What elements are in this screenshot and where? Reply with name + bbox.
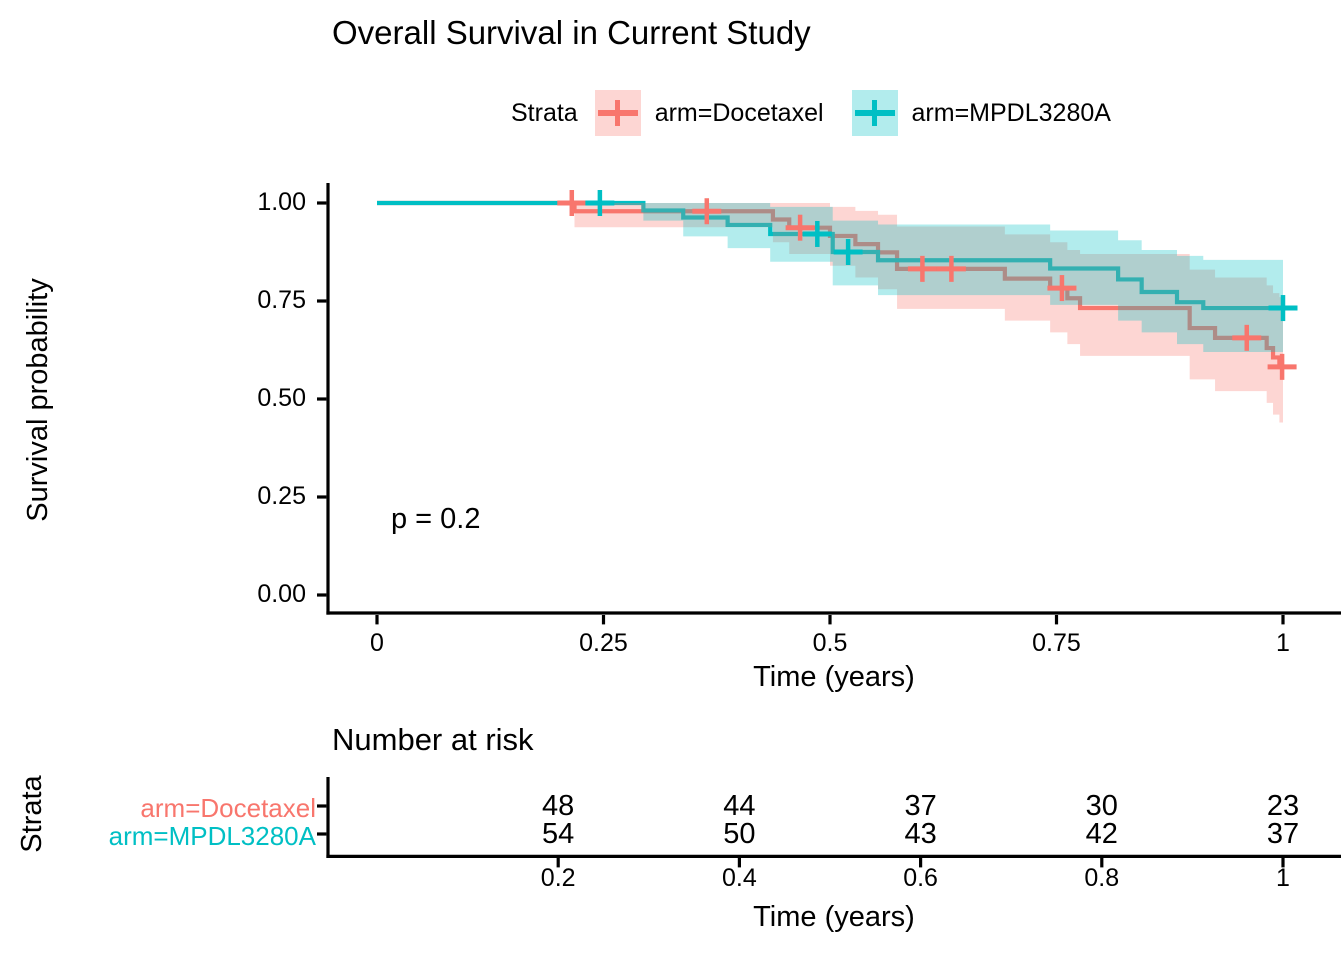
confidence-ribbon-mpdl3280a xyxy=(643,203,1283,352)
risk-x-tick-label: 0.8 xyxy=(1084,864,1120,892)
risk-count: 54 xyxy=(542,818,575,850)
risk-row-label-mpdl3280a: arm=MPDL3280A xyxy=(108,821,316,851)
docetaxel-censor-key-icon xyxy=(594,90,641,136)
risk-x-tick-label: 0.6 xyxy=(903,864,938,892)
legend-entry-mpdl3280a: arm=MPDL3280A xyxy=(851,90,1111,136)
risk-row-label-docetaxel: arm=Docetaxel xyxy=(140,793,316,823)
risk-table-title: Number at risk xyxy=(332,722,534,757)
y-tick-label: 0.25 xyxy=(257,482,306,510)
p-value-annotation: p = 0.2 xyxy=(391,503,481,535)
risk-count: 30 xyxy=(1085,790,1118,822)
risk-x-tick-label: 1 xyxy=(1276,864,1290,892)
mpdl3280a-censor-key-icon xyxy=(851,90,898,136)
x-tick-label: 0 xyxy=(370,629,384,657)
risk-count: 37 xyxy=(1266,818,1300,850)
risk-count: 23 xyxy=(1266,790,1300,822)
y-tick-label: 1.00 xyxy=(257,188,306,216)
legend-label-docetaxel: arm=Docetaxel xyxy=(654,98,824,127)
y-tick-label: 0.50 xyxy=(257,384,306,412)
chart-title: Overall Survival in Current Study xyxy=(332,14,811,51)
km-curve-docetaxel xyxy=(377,200,1283,369)
legend-entry-docetaxel: arm=Docetaxel xyxy=(594,90,824,136)
confidence-ribbon-docetaxel xyxy=(574,203,1283,423)
risk-x-tick-label: 0.4 xyxy=(722,864,757,892)
x-axis-title: Time (years) xyxy=(753,661,915,693)
x-tick-label: 0.25 xyxy=(579,629,628,657)
x-tick-label: 1 xyxy=(1276,629,1290,657)
risk-count: 37 xyxy=(904,790,937,822)
risk-count: 42 xyxy=(1085,818,1118,850)
risk-x-tick-label: 0.2 xyxy=(540,864,576,892)
risk-count: 48 xyxy=(542,790,575,822)
legend-title: Strata xyxy=(511,98,578,127)
x-tick-label: 0.5 xyxy=(812,629,848,657)
legend: Strata arm=Docetaxel arm=MPDL3280A xyxy=(511,88,1139,138)
risk-count: 43 xyxy=(904,818,937,850)
risk-count: 50 xyxy=(723,818,756,850)
risk-table-x-axis-title: Time (years) xyxy=(753,901,915,933)
x-tick-label: 0.75 xyxy=(1032,629,1081,657)
y-tick-label: 0.75 xyxy=(257,286,306,314)
y-tick-label: 0.00 xyxy=(257,580,306,608)
y-axis-title: Survival probability xyxy=(22,278,54,522)
legend-label-mpdl3280a: arm=MPDL3280A xyxy=(911,98,1111,127)
km-curve-mpdl3280a xyxy=(377,200,1283,311)
risk-count: 44 xyxy=(723,790,756,822)
